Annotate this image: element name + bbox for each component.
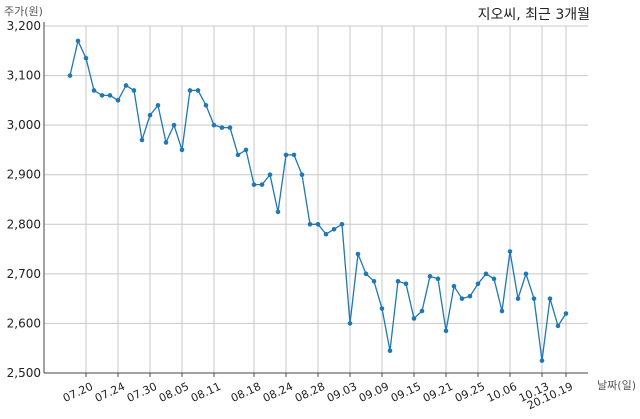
data-point [171,122,177,128]
data-point [419,308,425,314]
data-point [491,276,497,282]
data-point [243,147,249,153]
data-point [115,98,121,103]
data-point [67,73,73,78]
data-point [339,221,345,227]
data-point [299,172,305,178]
x-tick-label: 10.06 [485,380,519,405]
data-point [131,88,137,93]
y-tick-labels: 2,500 2,600 2,700 2,800 2,900 3,000 3,100 3,200 [7,19,41,380]
y-tick-label: 2,700 [7,267,41,281]
data-point [451,283,457,289]
data-point [323,231,329,237]
data-point [483,271,489,277]
y-tick-label: 2,900 [7,168,41,182]
data-point [555,323,561,329]
data-point [475,281,481,287]
x-tick-label: 20.10.19 [525,380,575,412]
data-point [83,55,89,61]
x-tick-label: 08.11 [189,380,223,405]
data-point [403,281,409,287]
data-point [379,306,385,311]
data-point [139,137,145,143]
y-tick-label: 3,000 [7,118,41,132]
data-point [355,251,361,257]
x-tick-label: 07.24 [93,380,127,405]
data-point [539,358,545,363]
data-point [291,152,297,158]
data-point [155,103,161,108]
data-point [427,274,433,279]
data-point [227,125,233,130]
x-tick-label: 07.20 [61,380,95,405]
x-tick-label: 07.30 [125,380,159,405]
x-tick-label: 09.03 [325,380,359,405]
data-point [99,93,105,98]
grid-lines [44,25,588,374]
data-point [179,147,185,153]
x-tick-label: 08.24 [261,380,295,405]
x-tick-label: 09.15 [389,380,423,405]
data-point [267,172,273,178]
data-point [195,88,201,93]
x-tick-label: 08.05 [157,380,191,405]
data-point [219,125,225,130]
data-point [283,152,289,158]
data-point [275,209,281,215]
data-point [411,316,417,321]
data-point [75,38,81,44]
data-point [91,88,97,93]
y-axis-label: 주가(원) [4,5,43,18]
y-tick-label: 2,500 [7,366,41,380]
data-point [563,311,569,316]
y-tick-label: 3,200 [7,19,41,33]
data-point [547,296,553,301]
data-point [363,271,369,277]
data-point [147,112,153,118]
data-point [331,226,337,232]
data-point [211,122,217,128]
data-point [251,182,257,187]
data-point [387,348,393,353]
x-tick-label: 09.25 [453,380,487,405]
data-point [507,249,513,254]
y-tick-label: 3,100 [7,69,41,83]
data-point [123,83,129,88]
data-point [347,321,353,326]
axes [43,22,588,377]
data-point [371,278,377,284]
y-tick-label: 2,600 [7,316,41,330]
data-point [163,140,169,145]
x-tick-label: 08.28 [293,380,327,405]
data-point [523,271,529,277]
y-tick-label: 2,800 [7,217,41,231]
data-point [531,296,537,301]
data-point [307,221,313,227]
data-point [515,296,521,301]
data-point [459,296,465,301]
data-point [203,103,209,108]
data-point [187,88,193,93]
data-point [315,221,321,227]
x-tick-label: 08.18 [229,380,263,405]
data-point [443,328,449,334]
data-point [467,293,473,299]
data-point [259,182,265,187]
price-series-points [67,38,569,363]
data-point [395,278,401,284]
x-axis-label: 날짜(일) [597,379,636,392]
x-tick-label: 09.21 [421,380,455,405]
data-point [499,308,505,314]
data-point [107,93,113,98]
data-point [235,152,241,158]
data-point [435,276,441,282]
chart-title: 지오씨, 최근 3개월 [477,7,590,23]
x-tick-label: 09.09 [357,380,391,405]
